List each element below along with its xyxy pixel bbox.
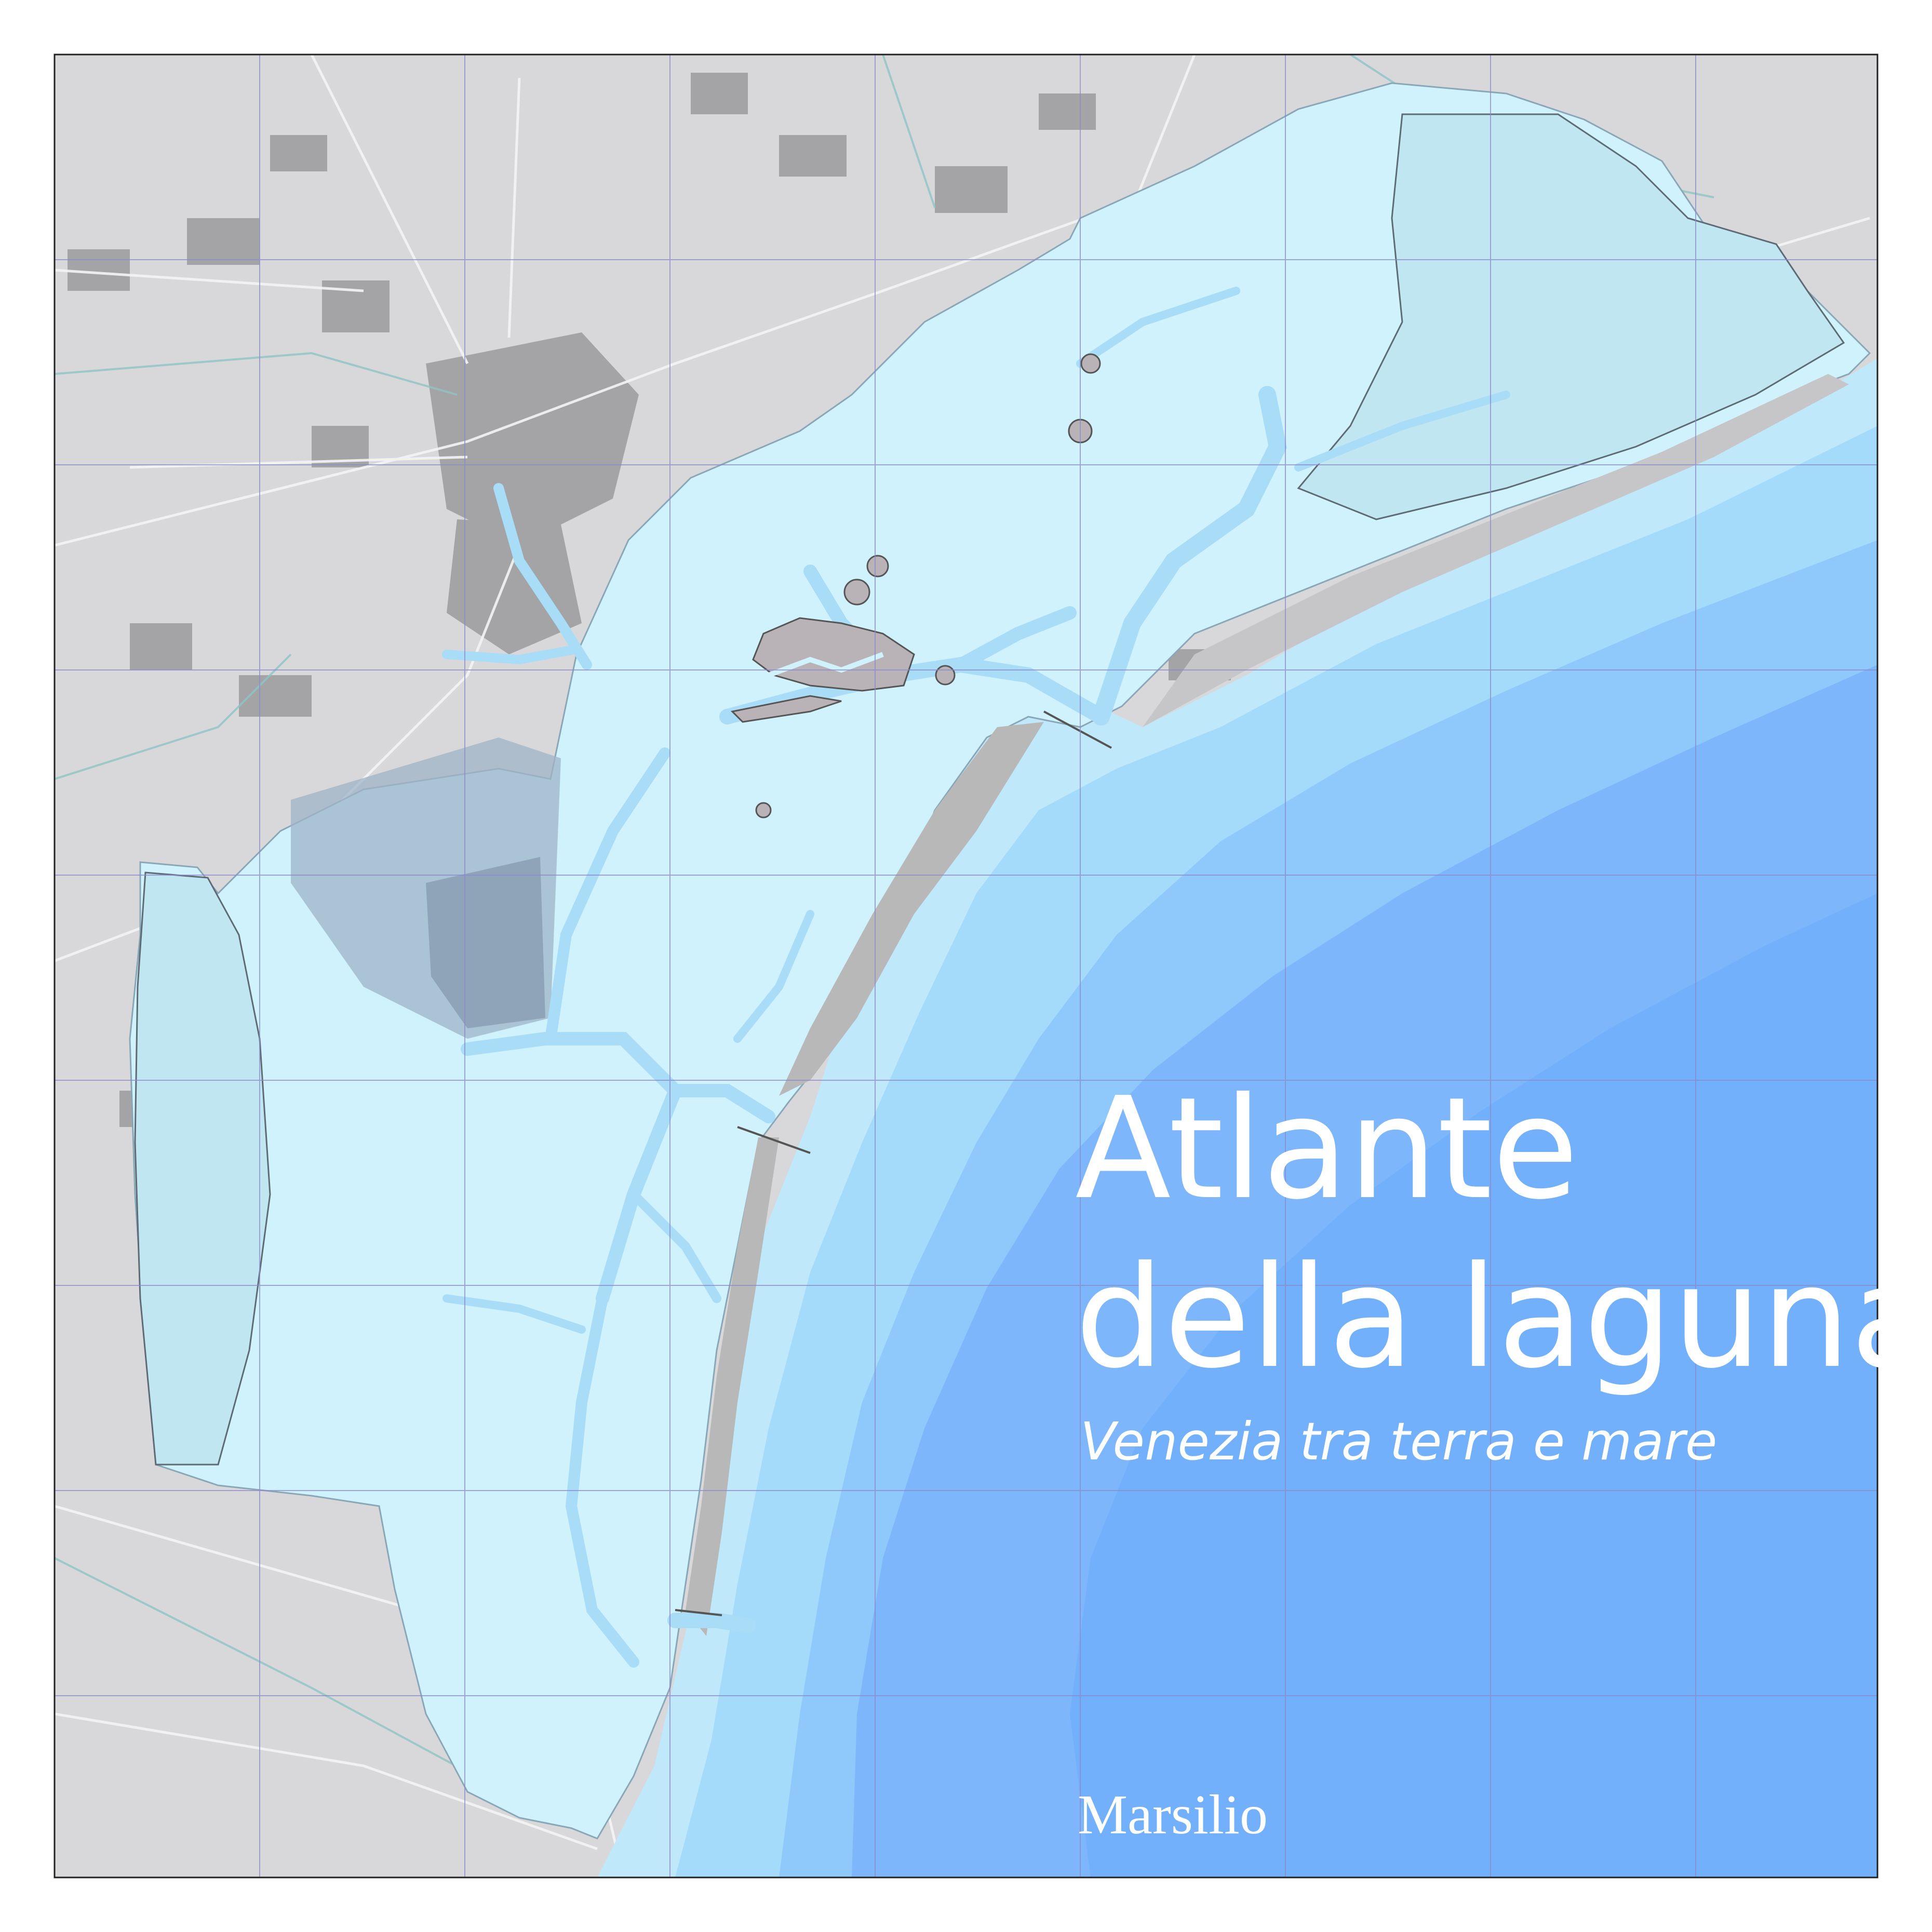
- sea-deepest: [1070, 893, 1877, 1877]
- pellestrina-island: [686, 1137, 779, 1636]
- marsh-west-dark: [426, 857, 545, 1028]
- lagoon: [129, 82, 1871, 1840]
- map-grid: [55, 55, 1877, 1877]
- jetties: [675, 710, 1112, 1616]
- fish-farms-south: [134, 871, 271, 1466]
- title-line-1: Atlante: [1075, 1067, 1578, 1230]
- publisher-name: Marsilio: [1078, 1784, 1268, 1846]
- venice-city: [730, 353, 1101, 819]
- cavallino-peninsula: [1143, 374, 1849, 727]
- map-frame: [53, 53, 1879, 1879]
- title-line-2: della laguna: [1075, 1236, 1932, 1399]
- subtitle: Venezia tra terra e mare: [1080, 1411, 1717, 1472]
- lido-island: [779, 722, 1044, 1096]
